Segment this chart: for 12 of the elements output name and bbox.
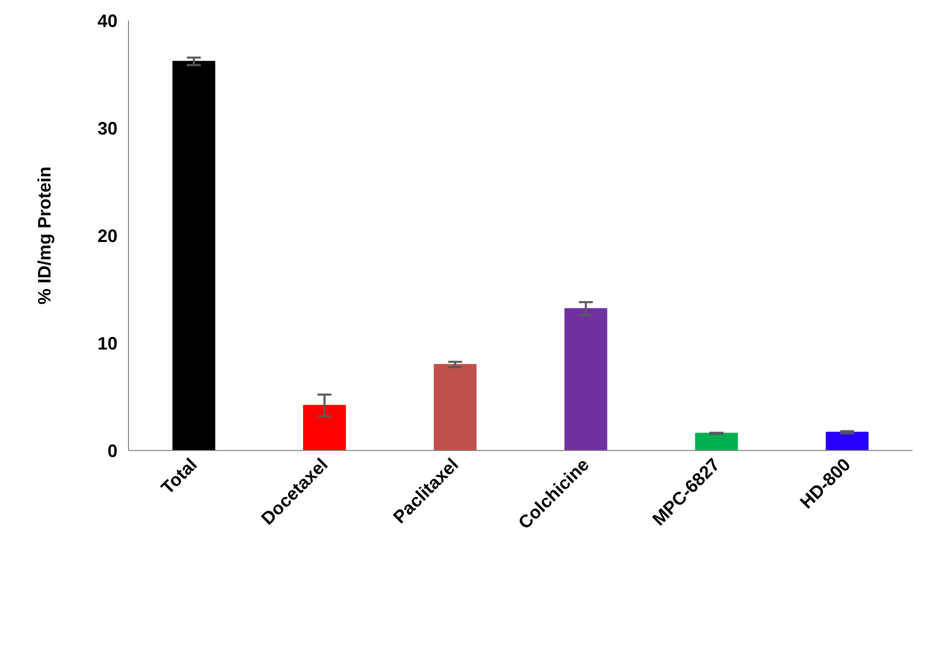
bar	[564, 308, 608, 450]
bar	[434, 364, 477, 450]
y-tick-label: 30	[97, 118, 118, 138]
y-axis-title: % ID/mg Protein	[34, 166, 54, 305]
bar	[172, 60, 216, 450]
y-tick-label: 0	[107, 441, 118, 461]
y-tick-label: 10	[97, 334, 118, 354]
y-tick-label: 20	[97, 226, 118, 246]
bar	[303, 404, 346, 450]
bar	[826, 432, 869, 450]
y-tick-label: 40	[97, 11, 118, 31]
bar	[695, 432, 738, 450]
